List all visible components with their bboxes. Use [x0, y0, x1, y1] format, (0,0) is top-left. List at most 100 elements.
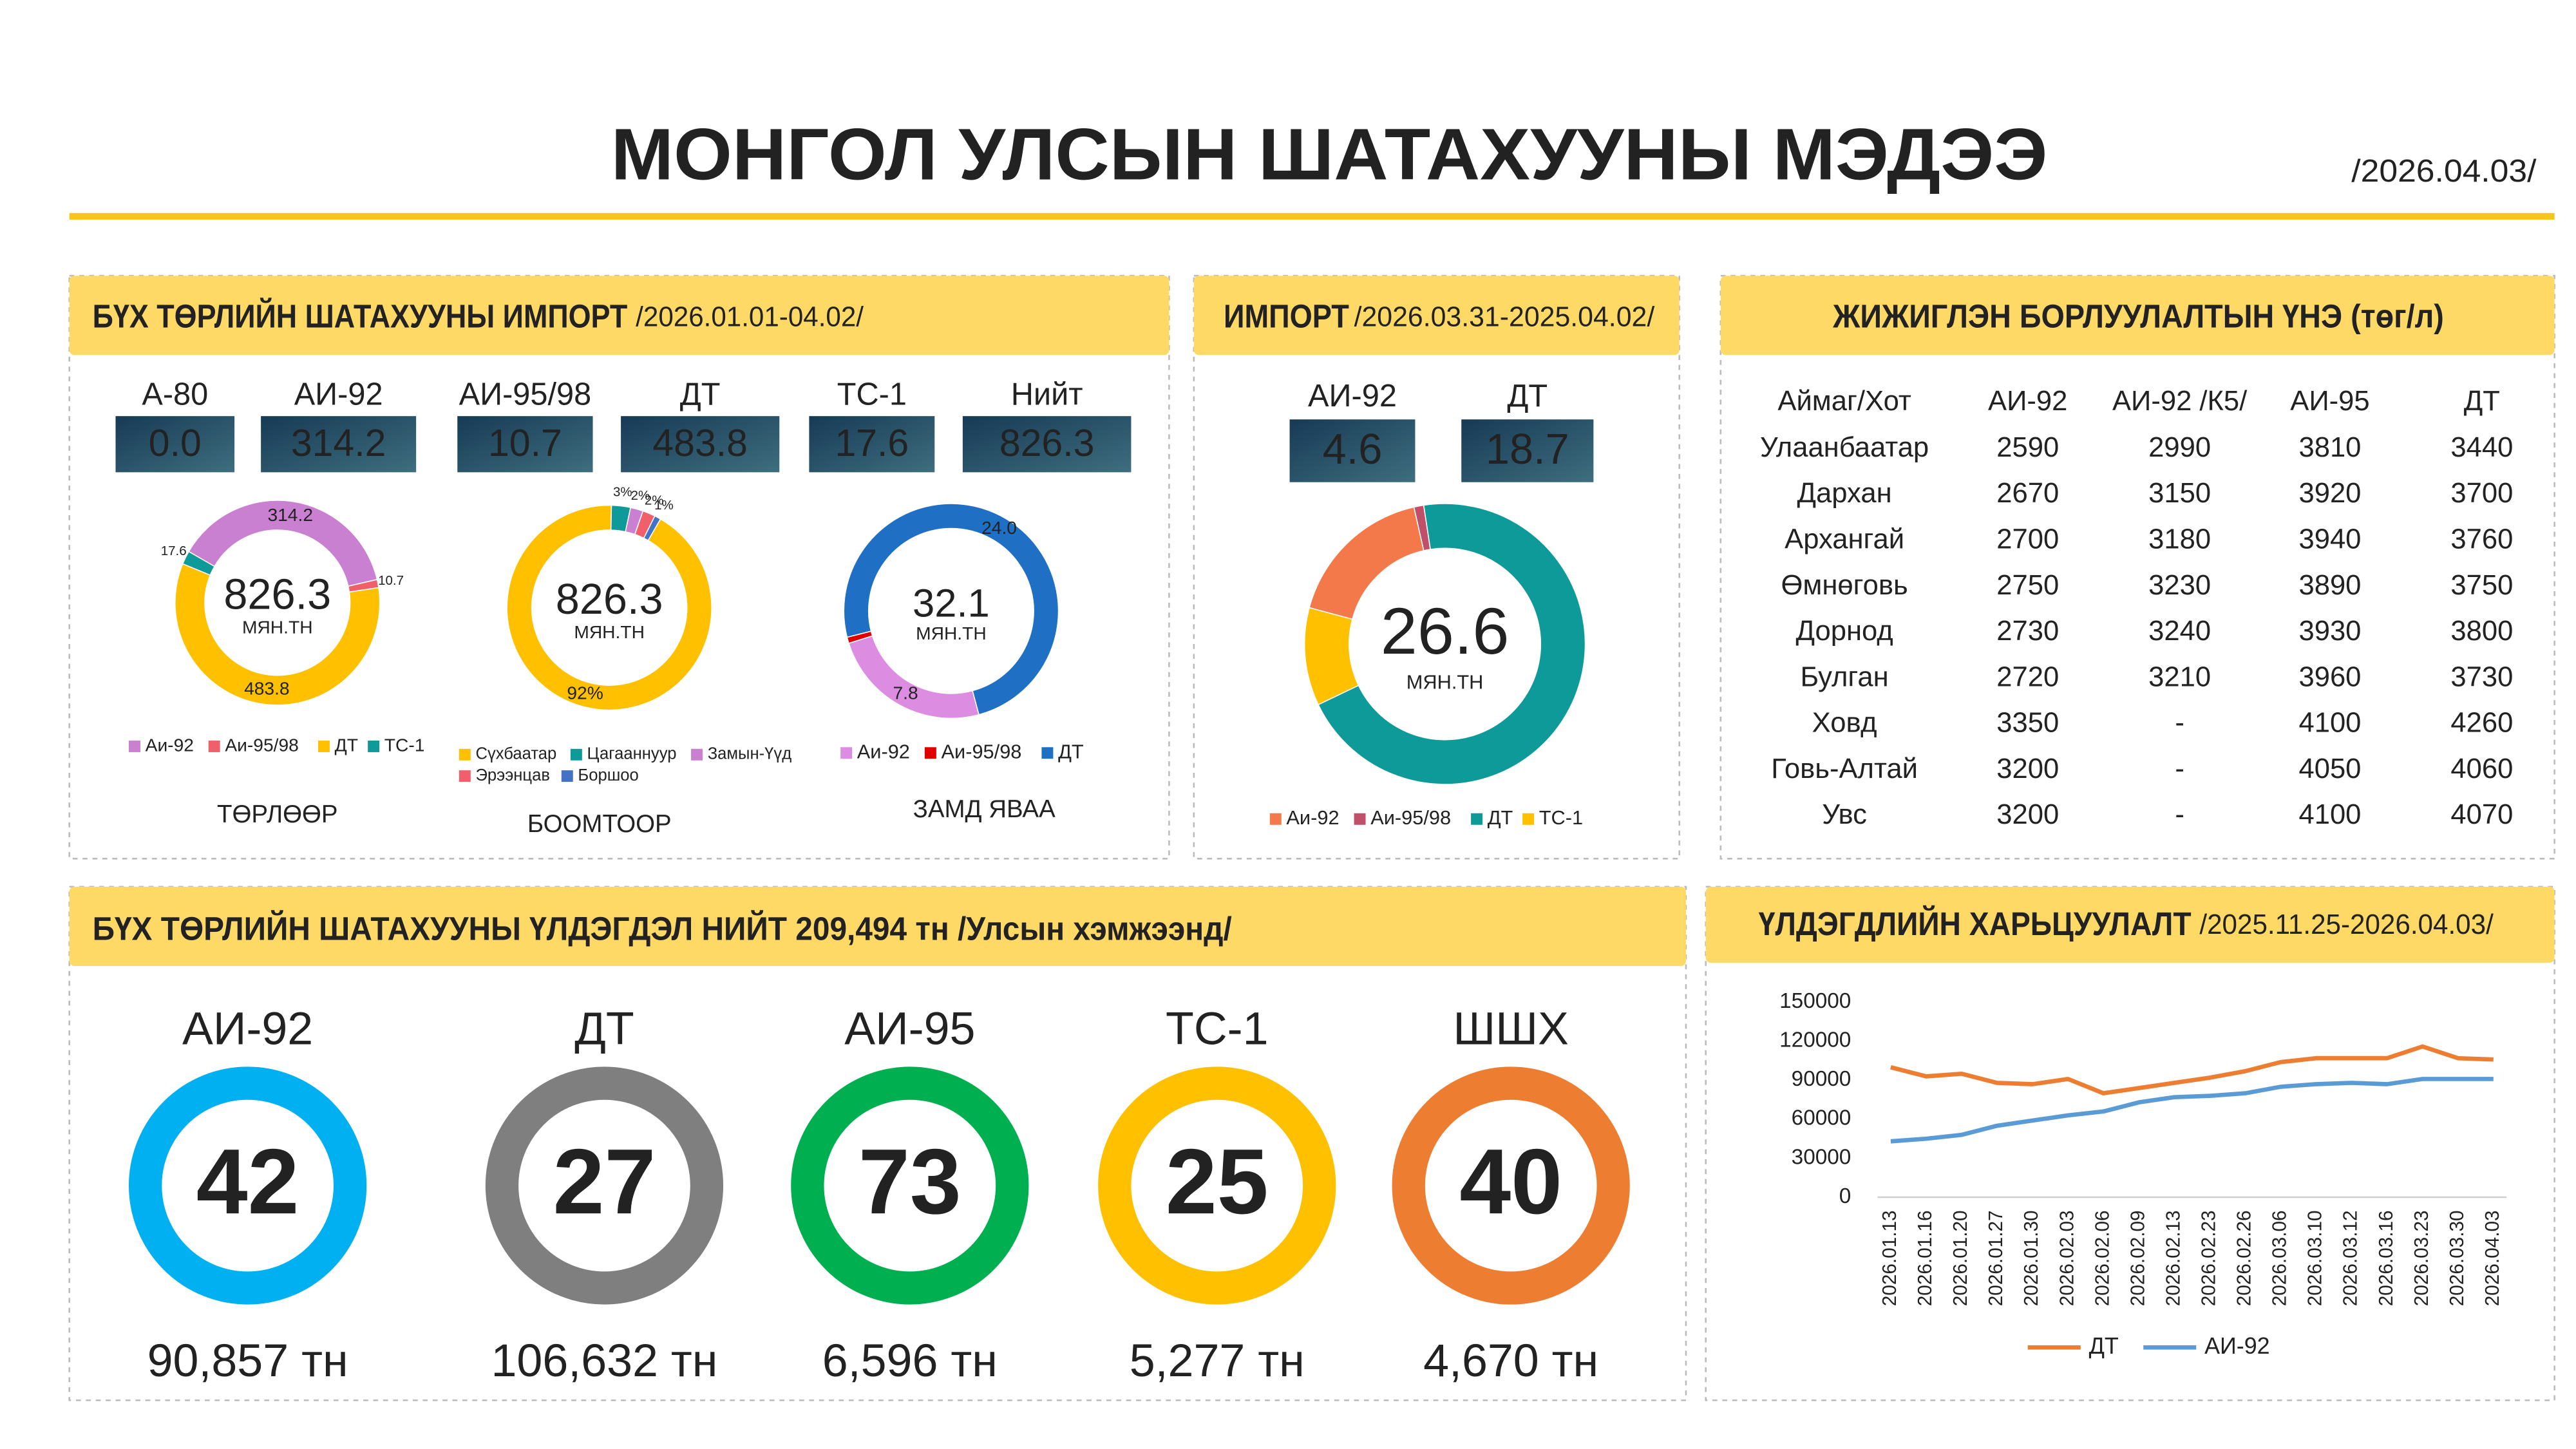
- data-label: 92%: [567, 683, 603, 703]
- stat-box: [457, 416, 593, 473]
- donut-center-unit: МЯН.ТН: [916, 623, 987, 643]
- stock-name: АИ-92: [182, 1003, 313, 1055]
- donut-segment: [843, 503, 1059, 715]
- x-tick-label: 2026.03.06: [2268, 1210, 2291, 1306]
- table-cell: -: [2175, 753, 2184, 784]
- data-label: 2%: [631, 488, 650, 503]
- legend-label: ДТ: [1488, 806, 1513, 829]
- table-cell: 3810: [2298, 432, 2361, 463]
- table-cell: Өмнөговь: [1781, 570, 1908, 601]
- stock-ring: [1392, 1066, 1630, 1305]
- x-tick-label: 2026.02.23: [2197, 1210, 2219, 1306]
- table-cell: 3800: [2450, 616, 2513, 647]
- donut-segment: [1303, 607, 1359, 706]
- data-label: 314.2: [267, 504, 313, 525]
- donut-segment: [175, 563, 381, 706]
- donut-segment: [848, 635, 980, 719]
- table-cell: 3730: [2450, 661, 2513, 692]
- table-cell: 3210: [2148, 661, 2211, 692]
- x-tick-label: 2026.02.26: [2233, 1210, 2255, 1306]
- line-series: [1890, 1077, 2494, 1144]
- stat-box: [809, 416, 935, 473]
- panel-header: [1193, 276, 1680, 355]
- stat-label: ТС-1: [837, 377, 907, 412]
- x-tick-label: 2026.02.13: [2161, 1210, 2184, 1306]
- donut-segment: [182, 551, 216, 576]
- page-title: МОНГОЛ УЛСЫН ШАТАХУУНЫ МЭДЭЭ: [611, 114, 2048, 195]
- legend-label: ДТ: [1058, 740, 1084, 762]
- legend-swatch: [1041, 747, 1054, 759]
- table-cell: 3940: [2298, 524, 2361, 555]
- legend-swatch: [570, 748, 582, 761]
- x-tick-label: 2026.03.16: [2374, 1210, 2397, 1306]
- y-tick-label: 120000: [1779, 1028, 1851, 1052]
- data-label: 483.8: [244, 677, 290, 698]
- table-cell: 3200: [1996, 753, 2059, 784]
- table-cell: 3750: [2450, 570, 2513, 601]
- panel-title: ҮЛДЭГДЛИЙН ХАРЬЦУУЛАЛТ: [1759, 905, 2192, 942]
- stat-label: АИ-92: [1308, 379, 1397, 413]
- table-cell: Булган: [1801, 661, 1889, 692]
- legend-label: Аи-95/98: [942, 740, 1022, 762]
- data-label: 10.7: [378, 573, 404, 588]
- table-cell: 2700: [1996, 524, 2059, 555]
- donut-center-value: 32.1: [913, 582, 990, 626]
- panel-border: [68, 886, 1687, 1401]
- panel-period: /2026.03.31-2025.04.02/: [1354, 301, 1656, 332]
- legend-swatch: [1354, 813, 1366, 825]
- table-cell: Дархан: [1797, 478, 1892, 509]
- header-rule: [69, 213, 2555, 220]
- x-tick-label: 2026.02.03: [2055, 1210, 2078, 1306]
- table-cell: Ховд: [1812, 708, 1877, 739]
- table-cell: 4070: [2450, 799, 2513, 830]
- legend-label: Аи-95/98: [1370, 806, 1451, 829]
- table-cell: 3930: [2298, 616, 2361, 647]
- legend-swatch: [129, 741, 140, 752]
- y-tick-label: 150000: [1779, 989, 1851, 1013]
- table-header: Аймаг/Хот: [1777, 386, 1911, 417]
- panel-border: [1705, 886, 2555, 1401]
- table-header: АИ-92: [1988, 386, 2067, 417]
- table-cell: 3700: [2450, 478, 2513, 509]
- donut-center-unit: МЯН.ТН: [242, 616, 313, 637]
- donut-center-unit: МЯН.ТН: [1406, 671, 1484, 694]
- legend-label: Аи-92: [146, 734, 194, 755]
- stock-days: 27: [553, 1130, 656, 1233]
- legend-label: Эрээнцав: [475, 766, 550, 784]
- stat-box: [621, 416, 780, 473]
- stat-value: 314.2: [291, 422, 386, 464]
- stat-label: АИ-95/98: [459, 377, 592, 412]
- table-cell: 3240: [2148, 616, 2211, 647]
- panel-title: БҮХ ТӨРЛИЙН ШАТАХУУНЫ ҮЛДЭГДЭЛ НИЙТ 209,…: [93, 910, 1232, 947]
- stat-label: Нийт: [1011, 377, 1083, 412]
- donut-center-value: 826.3: [223, 571, 331, 619]
- table-cell: 3890: [2298, 570, 2361, 601]
- table-cell: Улаанбаатар: [1760, 432, 1929, 463]
- x-tick-label: 2026.01.13: [1878, 1210, 1900, 1306]
- table-cell: 3200: [1996, 799, 2059, 830]
- legend-label: ДТ: [335, 734, 358, 755]
- donut-caption: ТӨРЛӨӨР: [217, 800, 338, 828]
- x-tick-label: 2026.04.03: [2481, 1210, 2503, 1306]
- table-cell: Дорнод: [1795, 616, 1893, 647]
- legend-swatch: [1471, 813, 1483, 825]
- data-label: 17.6: [161, 544, 187, 558]
- data-label: 2%: [645, 493, 664, 508]
- stock-amount: 106,632 тн: [491, 1335, 717, 1387]
- stock-amount: 4,670 тн: [1423, 1335, 1598, 1387]
- panel-period: /2025.11.25-2026.04.03/: [2199, 909, 2494, 940]
- legend-label: ДТ: [2089, 1333, 2119, 1359]
- x-tick-label: 2026.02.06: [2090, 1210, 2113, 1306]
- table-cell: 2590: [1996, 432, 2059, 463]
- panel-title: ЖИЖИГЛЭН БОРЛУУЛАЛТЫН ҮНЭ (төг/л): [1832, 298, 2444, 334]
- legend-swatch: [1269, 813, 1282, 825]
- donut-center-value: 826.3: [556, 576, 663, 623]
- stock-amount: 5,277 тн: [1130, 1335, 1305, 1387]
- donut-segment: [1318, 503, 1586, 785]
- stock-amount: 90,857 тн: [147, 1335, 348, 1387]
- table-cell: 3760: [2450, 524, 2513, 555]
- table-header: АИ-92 /К5/: [2112, 386, 2248, 417]
- table-cell: Увс: [1822, 799, 1867, 830]
- panel-title: БҮХ ТӨРЛИЙН ШАТАХУУНЫ ИМПОРТ: [93, 297, 628, 334]
